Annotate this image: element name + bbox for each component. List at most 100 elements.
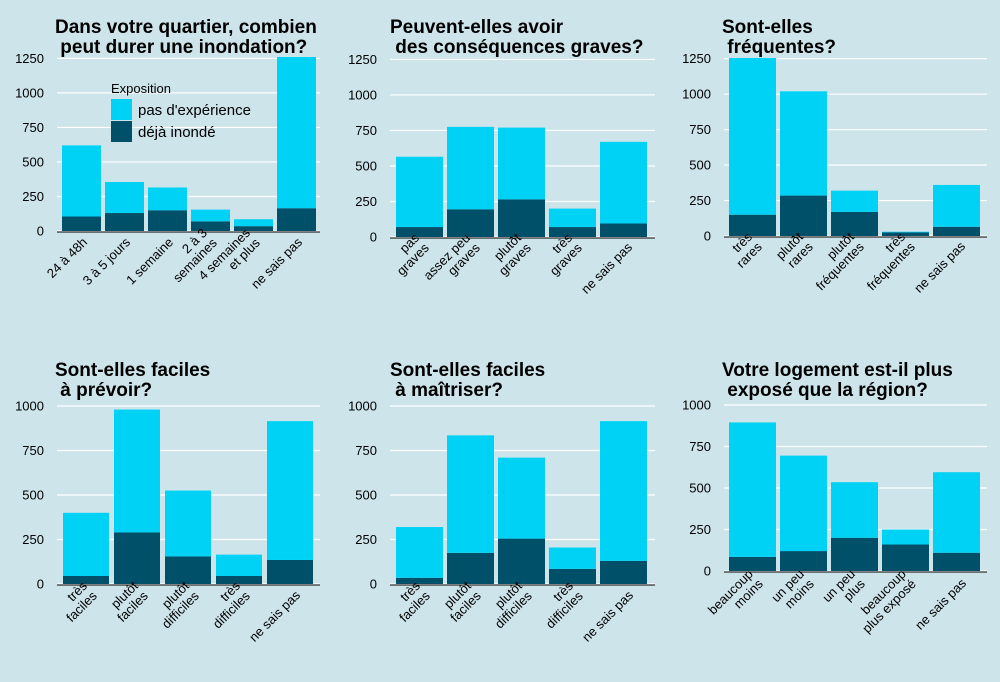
y-tick-label: 750 xyxy=(355,443,377,458)
bar-no-experience xyxy=(447,126,494,210)
bar-flooded xyxy=(831,537,878,571)
bar-flooded xyxy=(105,213,144,231)
y-tick-label: 1250 xyxy=(348,52,377,67)
bar-flooded xyxy=(549,568,596,584)
y-tick-label: 250 xyxy=(689,193,711,208)
bar-no-experience xyxy=(114,409,160,533)
y-tick-label: 250 xyxy=(22,189,44,204)
y-tick-label: 750 xyxy=(689,439,711,454)
bar-no-experience xyxy=(447,435,494,553)
panel-title-line: Sont-elles faciles xyxy=(55,360,210,381)
panel-title-line: à prévoir? xyxy=(55,380,152,401)
y-tick-label: 250 xyxy=(689,522,711,537)
y-tick-label: 0 xyxy=(370,577,377,592)
bar-flooded xyxy=(600,223,647,237)
y-tick-label: 750 xyxy=(689,122,711,137)
y-tick-label: 1000 xyxy=(682,87,711,102)
panel-title-line: Peuvent-elles avoir xyxy=(390,17,564,38)
panel-title-line: Sont-elles faciles xyxy=(390,360,545,381)
y-tick-label: 0 xyxy=(370,230,377,245)
y-tick-label: 1250 xyxy=(15,51,44,66)
bar-no-experience xyxy=(831,190,878,212)
bar-no-experience xyxy=(165,490,211,557)
panel-5: Sont-elles faciles à maîtriser? 0 250 500 75… xyxy=(348,360,655,645)
panel-title-line: Votre logement est-il plus xyxy=(722,360,953,381)
bar-no-experience xyxy=(277,57,316,209)
y-tick-label: 500 xyxy=(689,481,711,496)
bar-no-experience xyxy=(216,554,262,576)
bar-no-experience xyxy=(267,421,313,560)
legend-label: pas d'expérience xyxy=(138,102,251,119)
bar-no-experience xyxy=(396,527,443,578)
bar-no-experience xyxy=(933,184,980,227)
legend-label: déjà inondé xyxy=(138,124,216,141)
y-tick-label: 250 xyxy=(355,194,377,209)
bar-flooded xyxy=(933,552,980,571)
bar-flooded xyxy=(191,221,230,231)
bar-flooded xyxy=(277,208,316,231)
bar-no-experience xyxy=(191,209,230,222)
panel-1: Dans votre quartier, combien peut durer … xyxy=(15,17,320,292)
bar-no-experience xyxy=(148,187,187,211)
y-tick-label: 1000 xyxy=(15,85,44,100)
bar-flooded xyxy=(234,226,273,231)
bar-flooded xyxy=(267,559,313,584)
panel-title-line: Sont-elles xyxy=(722,17,813,38)
bar-no-experience xyxy=(882,529,929,545)
bar-no-experience xyxy=(62,145,101,217)
bar-flooded xyxy=(114,532,160,584)
bar-flooded xyxy=(216,575,262,584)
panel-title-line: Dans votre quartier, combien xyxy=(55,17,317,38)
bar-no-experience xyxy=(933,472,980,553)
y-tick-label: 750 xyxy=(355,123,377,138)
y-tick-label: 1000 xyxy=(348,87,377,102)
y-tick-label: 0 xyxy=(704,229,711,244)
bar-no-experience xyxy=(549,547,596,569)
panel-title-line: des conséquences graves? xyxy=(390,37,643,58)
bar-no-experience xyxy=(600,421,647,561)
y-tick-label: 250 xyxy=(22,532,44,547)
bar-no-experience xyxy=(780,91,827,196)
legend-swatch xyxy=(111,121,132,142)
bar-no-experience xyxy=(780,455,827,552)
y-tick-label: 500 xyxy=(355,158,377,173)
bar-no-experience xyxy=(831,482,878,538)
y-tick-label: 250 xyxy=(355,532,377,547)
bar-flooded xyxy=(780,195,827,236)
y-tick-label: 1000 xyxy=(15,399,44,414)
y-tick-label: 500 xyxy=(689,158,711,173)
y-tick-label: 1000 xyxy=(348,399,377,414)
panel-title-line: exposé que la région? xyxy=(722,380,928,401)
bar-flooded xyxy=(882,544,929,571)
bar-flooded xyxy=(498,199,545,237)
bar-flooded xyxy=(148,210,187,231)
bar-flooded xyxy=(729,214,776,236)
bar-flooded xyxy=(63,575,109,584)
panel-title-line: à maîtriser? xyxy=(390,380,503,401)
bar-flooded xyxy=(549,227,596,237)
legend-title: Exposition xyxy=(111,81,171,96)
bar-flooded xyxy=(447,552,494,584)
y-tick-label: 1250 xyxy=(682,51,711,66)
bar-no-experience xyxy=(234,219,273,227)
y-tick-label: 500 xyxy=(22,154,44,169)
y-tick-label: 500 xyxy=(355,488,377,503)
bar-no-experience xyxy=(729,422,776,557)
bar-no-experience xyxy=(498,457,545,539)
legend-swatch xyxy=(111,99,132,120)
bar-no-experience xyxy=(600,141,647,224)
bar-no-experience xyxy=(549,208,596,228)
bar-no-experience xyxy=(498,127,545,200)
bar-flooded xyxy=(396,227,443,237)
y-tick-label: 0 xyxy=(37,577,44,592)
bar-flooded xyxy=(780,551,827,571)
bar-flooded xyxy=(600,560,647,584)
bar-no-experience xyxy=(105,181,144,214)
bar-no-experience xyxy=(396,156,443,228)
legend: Exposition pas d'expérience déjà inondé xyxy=(111,81,251,142)
bar-flooded xyxy=(729,556,776,571)
bar-flooded xyxy=(933,226,980,236)
bar-no-experience xyxy=(63,512,109,576)
bar-no-experience xyxy=(882,231,929,233)
